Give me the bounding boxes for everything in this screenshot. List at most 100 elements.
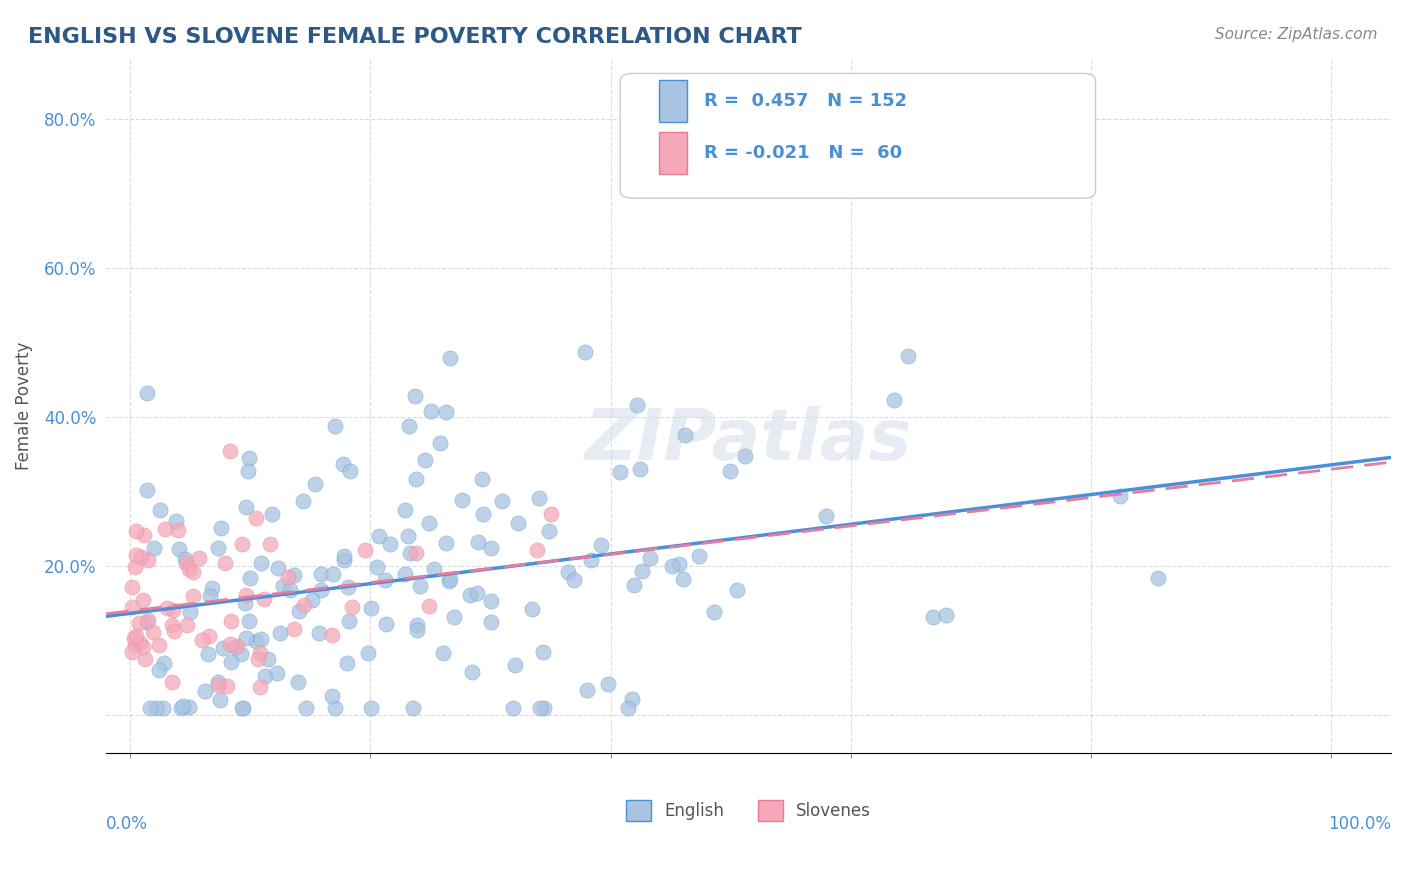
FancyBboxPatch shape (620, 73, 1095, 198)
Point (437, 574, 460, 589)
Point (259, 537, 281, 551)
Point (153, 657, 176, 671)
Point (703, 605, 725, 619)
Point (520, 602, 543, 616)
Point (630, 564, 652, 578)
Point (897, 349, 920, 363)
Point (332, 457, 354, 471)
Point (575, 682, 598, 697)
Point (429, 436, 451, 450)
Point (201, 581, 224, 595)
Point (337, 580, 360, 594)
Point (354, 543, 377, 558)
Point (531, 645, 554, 659)
Point (323, 418, 346, 433)
Point (167, 542, 190, 557)
Point (540, 507, 562, 521)
Point (250, 556, 273, 570)
Point (160, 618, 183, 632)
Point (124, 559, 146, 574)
Point (308, 626, 330, 640)
Point (273, 579, 295, 593)
Point (420, 404, 443, 418)
Point (404, 389, 426, 403)
Point (172, 699, 194, 714)
Point (256, 651, 278, 665)
Point (304, 476, 326, 491)
Point (434, 536, 457, 550)
Point (215, 680, 238, 694)
Point (922, 609, 945, 624)
Point (668, 557, 690, 571)
Point (283, 567, 305, 582)
Point (621, 692, 644, 706)
Point (434, 404, 457, 418)
Point (156, 601, 179, 615)
Point (718, 464, 741, 478)
Point (325, 701, 347, 715)
Point (278, 582, 301, 597)
Point (405, 472, 427, 486)
Point (337, 614, 360, 628)
Point (479, 541, 502, 555)
Point (339, 464, 361, 478)
Point (207, 678, 229, 692)
Point (177, 562, 200, 576)
Point (471, 507, 494, 521)
Point (406, 618, 429, 632)
Text: Source: ZipAtlas.com: Source: ZipAtlas.com (1215, 27, 1378, 42)
Point (134, 528, 156, 542)
Point (238, 450, 260, 465)
Point (418, 599, 440, 614)
Point (207, 674, 229, 689)
Point (458, 588, 481, 602)
Point (197, 629, 219, 643)
Point (562, 573, 585, 587)
Point (288, 604, 311, 618)
Point (394, 566, 416, 581)
Point (1147, 571, 1170, 585)
Point (269, 626, 291, 640)
Point (394, 502, 416, 516)
Point (225, 639, 247, 653)
Point (219, 443, 242, 458)
Point (465, 586, 488, 600)
Point (148, 638, 170, 652)
Point (166, 514, 188, 528)
Point (191, 633, 214, 648)
Point (245, 633, 267, 648)
Point (136, 483, 159, 497)
Point (283, 622, 305, 636)
Text: ZIPatlas: ZIPatlas (585, 406, 912, 475)
Point (134, 652, 156, 666)
Point (245, 511, 267, 525)
Point (402, 701, 425, 715)
Point (374, 573, 396, 587)
Point (121, 581, 143, 595)
Point (145, 701, 167, 715)
Point (405, 623, 427, 637)
Point (340, 600, 363, 615)
Point (250, 632, 273, 646)
Point (596, 677, 619, 691)
Point (374, 617, 396, 632)
Point (238, 615, 260, 629)
Point (626, 398, 648, 412)
Point (321, 628, 343, 642)
Point (405, 546, 427, 560)
Point (609, 465, 631, 479)
Text: R =  0.457   N = 152: R = 0.457 N = 152 (704, 92, 907, 111)
Point (734, 449, 756, 463)
Point (640, 551, 662, 566)
Point (122, 632, 145, 646)
Point (432, 646, 454, 660)
Point (236, 464, 259, 478)
Point (527, 491, 550, 505)
Point (219, 637, 242, 651)
Point (176, 617, 198, 632)
Point (162, 624, 184, 638)
Point (439, 572, 461, 586)
Point (235, 596, 257, 610)
Text: ENGLISH VS SLOVENE FEMALE POVERTY CORRELATION CHART: ENGLISH VS SLOVENE FEMALE POVERTY CORREL… (28, 27, 801, 46)
Point (136, 615, 159, 629)
